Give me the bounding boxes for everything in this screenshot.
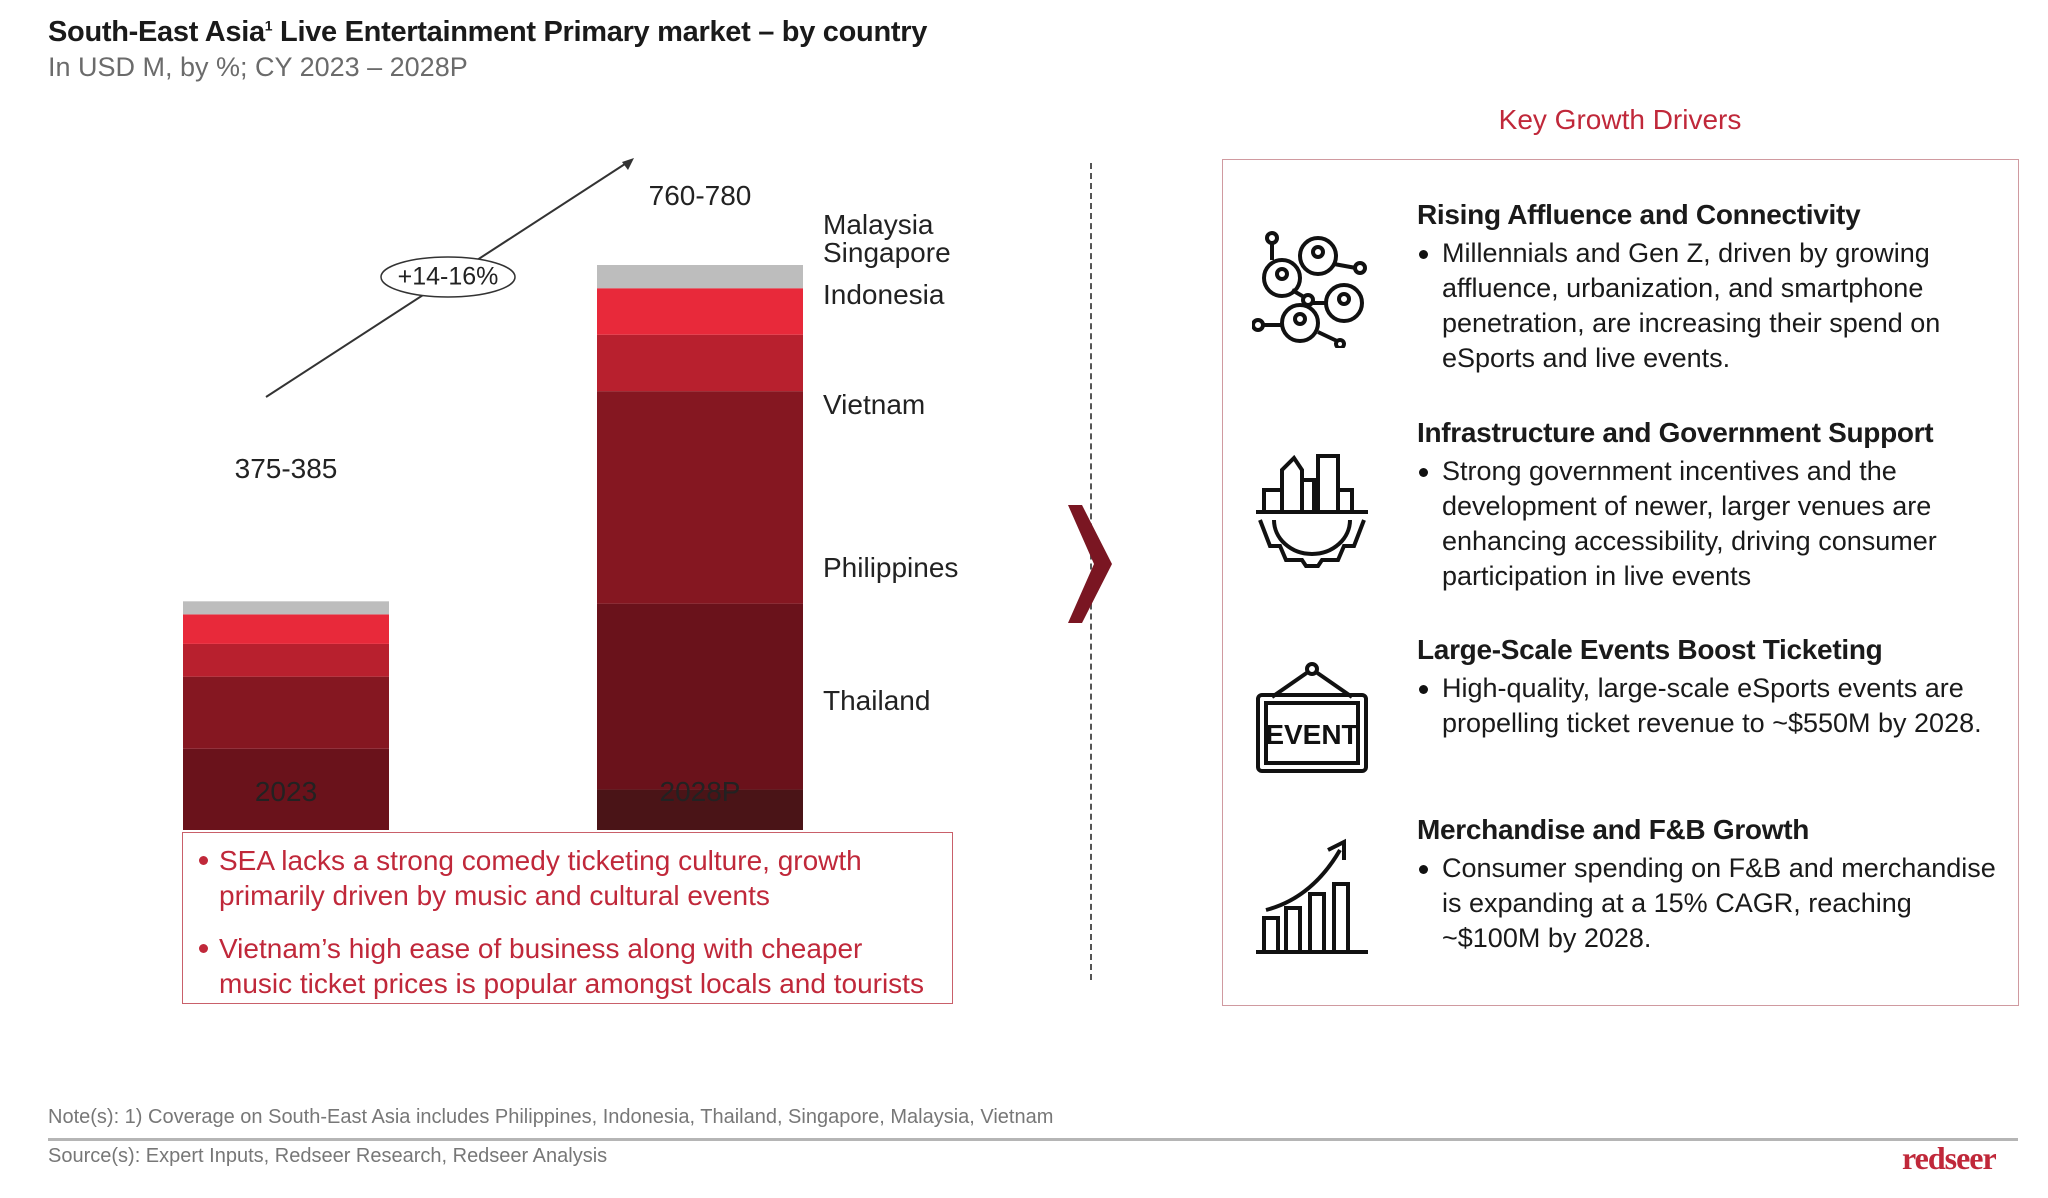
title-text: South-East Asia bbox=[48, 16, 265, 48]
driver-item: Merchandise and F&B Growth Consumer spen… bbox=[1417, 813, 1997, 956]
bar-segment-indonesia-2023 bbox=[183, 643, 389, 677]
page-subtitle: In USD M, by %; CY 2023 – 2028P bbox=[48, 52, 468, 82]
legend-thailand: Thailand bbox=[823, 685, 931, 716]
chevron-right-icon bbox=[1068, 505, 1112, 623]
bar-total-label-2023: 375-385 bbox=[234, 453, 338, 484]
insights-box: SEA lacks a strong comedy ticketing cult… bbox=[182, 832, 953, 1004]
bar-segment-vietnam-2023 bbox=[183, 676, 389, 749]
drivers-title: Key Growth Drivers bbox=[1498, 104, 1742, 135]
driver-heading: Merchandise and F&B Growth bbox=[1417, 814, 1810, 845]
legend-malaysia: Malaysia bbox=[823, 209, 934, 240]
driver-heading: Infrastructure and Government Support bbox=[1417, 417, 1934, 448]
x-tick-2023: 2023 bbox=[254, 776, 318, 807]
driver-text: High-quality, large-scale eSports events… bbox=[1419, 671, 1997, 741]
insight-item: Vietnam’s high ease of business along wi… bbox=[199, 931, 940, 1001]
legend-vietnam: Vietnam bbox=[823, 389, 926, 420]
growth-label-ellipse bbox=[380, 256, 516, 298]
source-note: Source(s): Expert Inputs, Redseer Resear… bbox=[48, 1145, 608, 1167]
title-text-rest: Live Entertainment Primary market – by c… bbox=[272, 16, 928, 48]
driver-item: Large-Scale Events Boost Ticketing High-… bbox=[1417, 633, 1997, 741]
bar-segment-singapore-2028p bbox=[597, 288, 803, 335]
driver-text: Strong government incentives and the dev… bbox=[1419, 454, 1997, 594]
event-sign-icon: EVENT bbox=[1256, 662, 1368, 773]
driver-heading: Large-Scale Events Boost Ticketing bbox=[1417, 634, 1883, 665]
bar-segment-philippines-2023 bbox=[183, 748, 389, 830]
network-people-icon bbox=[1252, 231, 1367, 348]
legend-indonesia: Indonesia bbox=[823, 279, 945, 310]
bar-segment-vietnam-2028p bbox=[597, 391, 803, 604]
bar-segment-singapore-2023 bbox=[183, 614, 389, 644]
bar-segment-malaysia-2023 bbox=[183, 601, 389, 615]
growth-arrow-head bbox=[622, 158, 634, 170]
legend-singapore: Singapore bbox=[823, 237, 951, 268]
bar-total-label-2028p: 760-780 bbox=[648, 180, 752, 211]
drivers-box bbox=[1222, 159, 2019, 1006]
city-gear-icon bbox=[1256, 454, 1368, 568]
driver-item: Rising Affluence and Connectivity Millen… bbox=[1417, 198, 1997, 376]
page-title: South-East Asia1 Live Entertainment Prim… bbox=[48, 16, 927, 49]
x-tick-2028p: 2028P bbox=[659, 776, 741, 807]
driver-text: Consumer spending on F&B and merchandise… bbox=[1419, 851, 1997, 956]
bar-segment-malaysia-2028p bbox=[597, 265, 803, 289]
bar-segment-thailand-2028p bbox=[597, 789, 803, 830]
growth-label: +14-16% bbox=[397, 262, 499, 291]
driver-text: Millennials and Gen Z, driven by growing… bbox=[1419, 236, 1997, 376]
legend-philippines: Philippines bbox=[823, 552, 959, 583]
growth-chart-icon bbox=[1256, 838, 1368, 954]
insight-item: SEA lacks a strong comedy ticketing cult… bbox=[199, 843, 940, 913]
redseer-logo: redseer bbox=[1902, 1140, 1997, 1176]
driver-heading: Rising Affluence and Connectivity bbox=[1417, 199, 1861, 230]
svg-text:EVENT: EVENT bbox=[1265, 719, 1358, 750]
stacked-bar-chart bbox=[183, 158, 803, 830]
title-footnote-mark: 1 bbox=[264, 17, 273, 34]
footer-divider bbox=[48, 1138, 2018, 1141]
bar-segment-philippines-2028p bbox=[597, 603, 803, 790]
bar-segment-indonesia-2028p bbox=[597, 334, 803, 392]
driver-item: Infrastructure and Government Support St… bbox=[1417, 416, 1997, 594]
footnote: Note(s): 1) Coverage on South-East Asia … bbox=[48, 1106, 1054, 1128]
